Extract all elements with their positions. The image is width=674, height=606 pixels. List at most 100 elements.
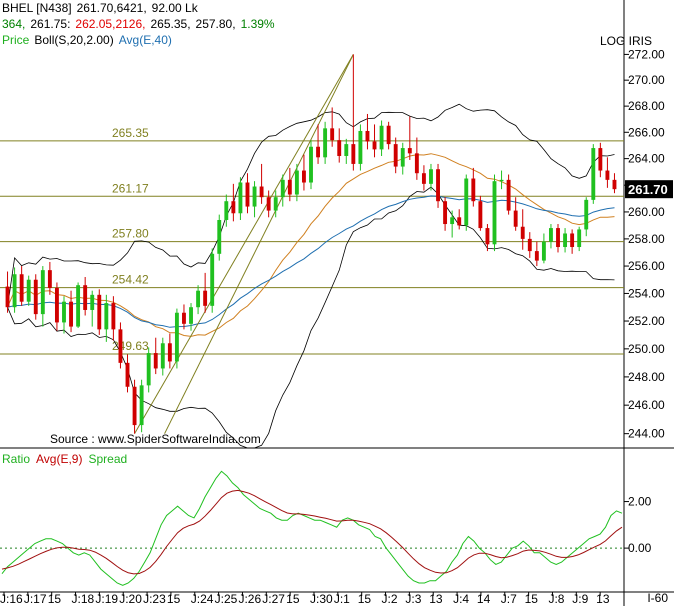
x-tick-label: J:25 — [215, 592, 238, 606]
candle-body — [534, 251, 539, 261]
candle-body — [598, 148, 603, 171]
candle-body — [252, 186, 257, 207]
x-tick-label: J:20 — [119, 592, 142, 606]
candle-body — [111, 303, 116, 330]
candle-body — [26, 279, 31, 302]
candle-body — [478, 201, 483, 229]
candle-body — [591, 148, 596, 200]
x-tick-label: J:16 — [0, 592, 23, 606]
x-tick-label: 15 — [167, 592, 181, 606]
level-label: 249.63 — [112, 339, 149, 353]
candle-body — [316, 146, 320, 158]
y-tick-label: 266.00 — [628, 125, 665, 139]
candle-body — [464, 178, 469, 226]
candle-body — [19, 274, 24, 302]
candle-body — [612, 179, 617, 190]
candle-body — [393, 144, 398, 167]
candle-body — [47, 270, 52, 288]
candle-body — [556, 228, 560, 248]
candle-body — [499, 179, 504, 182]
bollinger-mid-band — [7, 153, 615, 337]
candle-body — [294, 170, 299, 195]
candle-body — [97, 294, 102, 330]
candle-body — [76, 285, 81, 327]
x-tick-label: 15 — [358, 592, 372, 606]
candle-body — [238, 182, 243, 214]
candle-body — [174, 312, 179, 362]
candle-body — [372, 141, 377, 150]
legend-spread: Spread — [88, 452, 128, 466]
y-tick-label: 260.00 — [628, 205, 665, 219]
candle-body — [302, 170, 306, 183]
candle-body — [139, 385, 144, 426]
candle-body — [153, 353, 158, 369]
candle-body — [407, 148, 412, 154]
candle-body — [443, 201, 448, 225]
x-tick-label: J:9 — [572, 592, 588, 606]
y-tick-label: 252.00 — [628, 314, 665, 328]
header-turnover: 92.00 Lk — [151, 1, 198, 15]
candle-body — [245, 182, 250, 207]
x-tick-label: 13 — [596, 592, 610, 606]
candle-body — [541, 241, 546, 261]
trend-line — [164, 54, 354, 434]
x-tick-label: J:2 — [382, 592, 398, 606]
candle-body — [450, 217, 455, 225]
x-tick-label: 13 — [429, 592, 443, 606]
legend-price: Price — [2, 33, 30, 47]
ratio-avg-line — [1, 489, 623, 575]
last-price-tag — [625, 180, 673, 199]
candle-body — [527, 238, 532, 252]
y-tick-label: 254.00 — [628, 286, 665, 300]
ratio-legend: Ratio Avg(E,9) Spread — [2, 452, 133, 466]
header-open: 261.75: — [30, 17, 71, 31]
candle-body — [62, 301, 66, 323]
header-bar-count: 364, — [2, 17, 26, 31]
y-tick-label: 258.00 — [628, 232, 665, 246]
header-range-high: 265.35, — [150, 17, 191, 31]
candle-body — [217, 219, 222, 254]
candle-body — [146, 353, 151, 386]
x-tick-label: J:26 — [238, 592, 261, 606]
header-change-pct: 1.39% — [240, 17, 275, 31]
source-note: Source : www.SpiderSoftwareIndia.com — [50, 432, 261, 446]
candle-body — [506, 179, 511, 211]
candle-body — [471, 178, 476, 202]
candle-body — [323, 128, 328, 158]
candle-body — [436, 169, 440, 202]
candle-body — [351, 144, 356, 164]
candle-body — [160, 343, 165, 369]
candle-body — [358, 130, 363, 164]
level-label: 257.80 — [112, 227, 149, 241]
x-tick-label: J:18 — [72, 592, 95, 606]
y-tick-label: 256.00 — [628, 259, 665, 273]
level-label: 254.42 — [112, 273, 149, 287]
x-tick-label: J:3 — [405, 592, 421, 606]
candle-body — [125, 362, 130, 387]
candle-body — [167, 343, 172, 362]
level-label: 261.17 — [112, 181, 149, 195]
candle-body — [189, 307, 193, 324]
x-tick-label: J:8 — [548, 592, 564, 606]
x-tick-label: J:19 — [95, 592, 118, 606]
candle-body — [365, 130, 370, 142]
x-tick-label: J:4 — [453, 592, 469, 606]
x-tick-label: 15 — [525, 592, 539, 606]
x-tick-label: 15 — [286, 592, 300, 606]
candle-body — [520, 226, 525, 239]
ratio-y-tick-label: 2.00 — [628, 495, 652, 509]
y-tick-label: 272.00 — [628, 47, 665, 61]
candle-body — [379, 125, 384, 150]
candle-body — [196, 290, 201, 308]
scale-mode-label[interactable]: LOG IRIS — [600, 34, 653, 48]
candle-body — [309, 146, 313, 183]
candle-body — [414, 153, 419, 174]
candle-body — [266, 197, 271, 211]
x-tick-label: J:23 — [143, 592, 166, 606]
x-tick-label: J:17 — [24, 592, 47, 606]
ema-40-line — [7, 195, 615, 328]
y-tick-label: 248.00 — [628, 370, 665, 384]
candle-body — [40, 270, 45, 315]
candle-body — [54, 287, 59, 323]
